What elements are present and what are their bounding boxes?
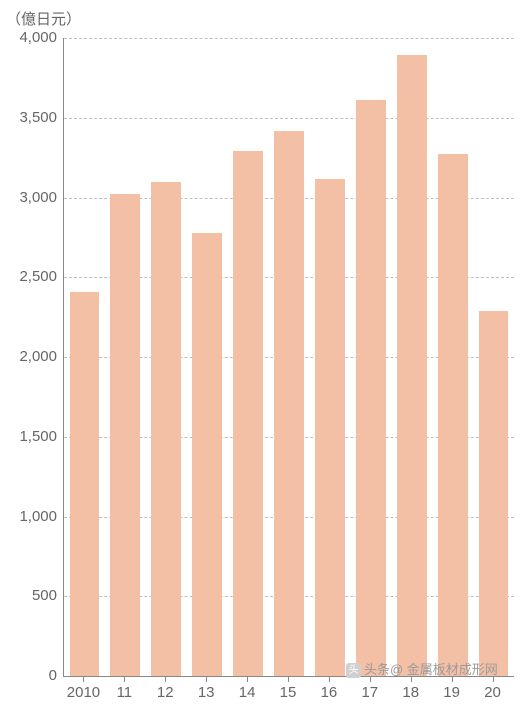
plot-area <box>63 38 514 677</box>
grid-line <box>64 118 514 119</box>
bar <box>110 194 140 676</box>
x-tick <box>206 676 207 682</box>
x-tick-label: 12 <box>157 684 174 701</box>
grid-line <box>64 38 514 39</box>
bar <box>397 55 427 676</box>
x-tick-label: 19 <box>443 684 460 701</box>
x-tick-label: 20 <box>484 684 501 701</box>
bar <box>438 154 468 676</box>
x-tick <box>329 676 330 682</box>
x-tick <box>452 676 453 682</box>
x-tick-label: 17 <box>361 684 378 701</box>
y-tick-label: 1,500 <box>1 428 57 445</box>
bar <box>479 311 509 676</box>
bar <box>274 131 304 676</box>
x-tick <box>493 676 494 682</box>
y-tick-label: 2,500 <box>1 268 57 285</box>
x-tick <box>124 676 125 682</box>
x-tick-label: 11 <box>117 684 133 701</box>
y-axis-unit-label: （億日元） <box>6 8 81 29</box>
x-tick-label: 16 <box>321 684 338 701</box>
x-tick <box>165 676 166 682</box>
bar <box>192 233 222 676</box>
x-tick-label: 2010 <box>67 684 100 701</box>
bar <box>315 179 345 676</box>
x-tick <box>288 676 289 682</box>
y-tick-label: 4,000 <box>1 29 57 46</box>
y-tick-label: 2,000 <box>1 348 57 365</box>
x-tick <box>247 676 248 682</box>
y-tick-label: 1,000 <box>1 508 57 525</box>
y-tick-label: 500 <box>1 587 57 604</box>
bar <box>233 151 263 676</box>
x-tick-label: 15 <box>280 684 297 701</box>
bar <box>70 292 100 676</box>
y-tick-label: 3,500 <box>1 109 57 126</box>
x-tick-label: 13 <box>198 684 215 701</box>
bar <box>356 100 386 676</box>
x-tick-label: 14 <box>239 684 256 701</box>
x-tick-label: 18 <box>402 684 419 701</box>
y-tick-label: 0 <box>1 667 57 684</box>
bar <box>151 182 181 676</box>
x-tick <box>83 676 84 682</box>
bar-chart: （億日元） 头头条@ 金属板材成形网 05001,0001,5002,0002,… <box>0 0 524 712</box>
x-tick <box>370 676 371 682</box>
x-tick <box>411 676 412 682</box>
y-tick-label: 3,000 <box>1 189 57 206</box>
